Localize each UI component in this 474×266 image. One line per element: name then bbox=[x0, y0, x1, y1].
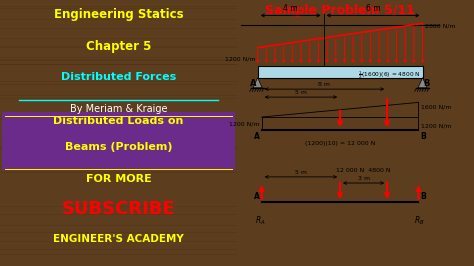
Text: A: A bbox=[254, 192, 260, 201]
Text: 2800 N/m: 2800 N/m bbox=[425, 24, 455, 28]
Text: Distributed Loads on: Distributed Loads on bbox=[53, 116, 184, 126]
Text: B: B bbox=[420, 132, 426, 141]
Text: A: A bbox=[254, 132, 260, 141]
Text: 1200 N/m: 1200 N/m bbox=[420, 124, 451, 129]
Text: Chapter 5: Chapter 5 bbox=[86, 40, 151, 53]
Text: 5 m: 5 m bbox=[295, 170, 307, 175]
Text: A: A bbox=[250, 79, 256, 88]
Bar bbox=[258, 66, 423, 78]
Text: Engineering Statics: Engineering Statics bbox=[54, 8, 183, 21]
Polygon shape bbox=[418, 78, 427, 88]
Text: 4 m: 4 m bbox=[283, 4, 298, 13]
Text: 12 000 N  4800 N: 12 000 N 4800 N bbox=[336, 168, 391, 173]
Polygon shape bbox=[253, 78, 262, 88]
Text: 8 m: 8 m bbox=[319, 82, 330, 87]
Text: ENGINEER'S ACADEMY: ENGINEER'S ACADEMY bbox=[53, 234, 184, 244]
Bar bbox=[2, 112, 235, 170]
Text: Beams (Problem): Beams (Problem) bbox=[65, 142, 172, 152]
Text: FOR MORE: FOR MORE bbox=[86, 174, 151, 184]
Text: 1200 N/m: 1200 N/m bbox=[225, 56, 255, 61]
Text: SUBSCRIBE: SUBSCRIBE bbox=[62, 200, 175, 218]
Text: By Meriam & Kraige: By Meriam & Kraige bbox=[70, 104, 167, 114]
Text: B: B bbox=[420, 192, 426, 201]
Text: 1600 N/m: 1600 N/m bbox=[420, 104, 451, 109]
Text: $R_A$: $R_A$ bbox=[255, 214, 266, 227]
Text: $\frac{1}{2}$(1600)(6) = 4800 N: $\frac{1}{2}$(1600)(6) = 4800 N bbox=[358, 69, 420, 81]
Text: 3 m: 3 m bbox=[357, 176, 370, 181]
Text: 1200 N/m: 1200 N/m bbox=[229, 121, 260, 126]
Text: 5 m: 5 m bbox=[295, 90, 307, 95]
Text: Sample Problem 5/11: Sample Problem 5/11 bbox=[265, 4, 415, 17]
Text: 6 m: 6 m bbox=[366, 4, 381, 13]
Text: (1200)(10) = 12 000 N: (1200)(10) = 12 000 N bbox=[305, 141, 375, 146]
Text: $R_B$: $R_B$ bbox=[414, 214, 425, 227]
Text: B: B bbox=[424, 79, 430, 88]
Text: Distributed Forces: Distributed Forces bbox=[61, 72, 176, 82]
